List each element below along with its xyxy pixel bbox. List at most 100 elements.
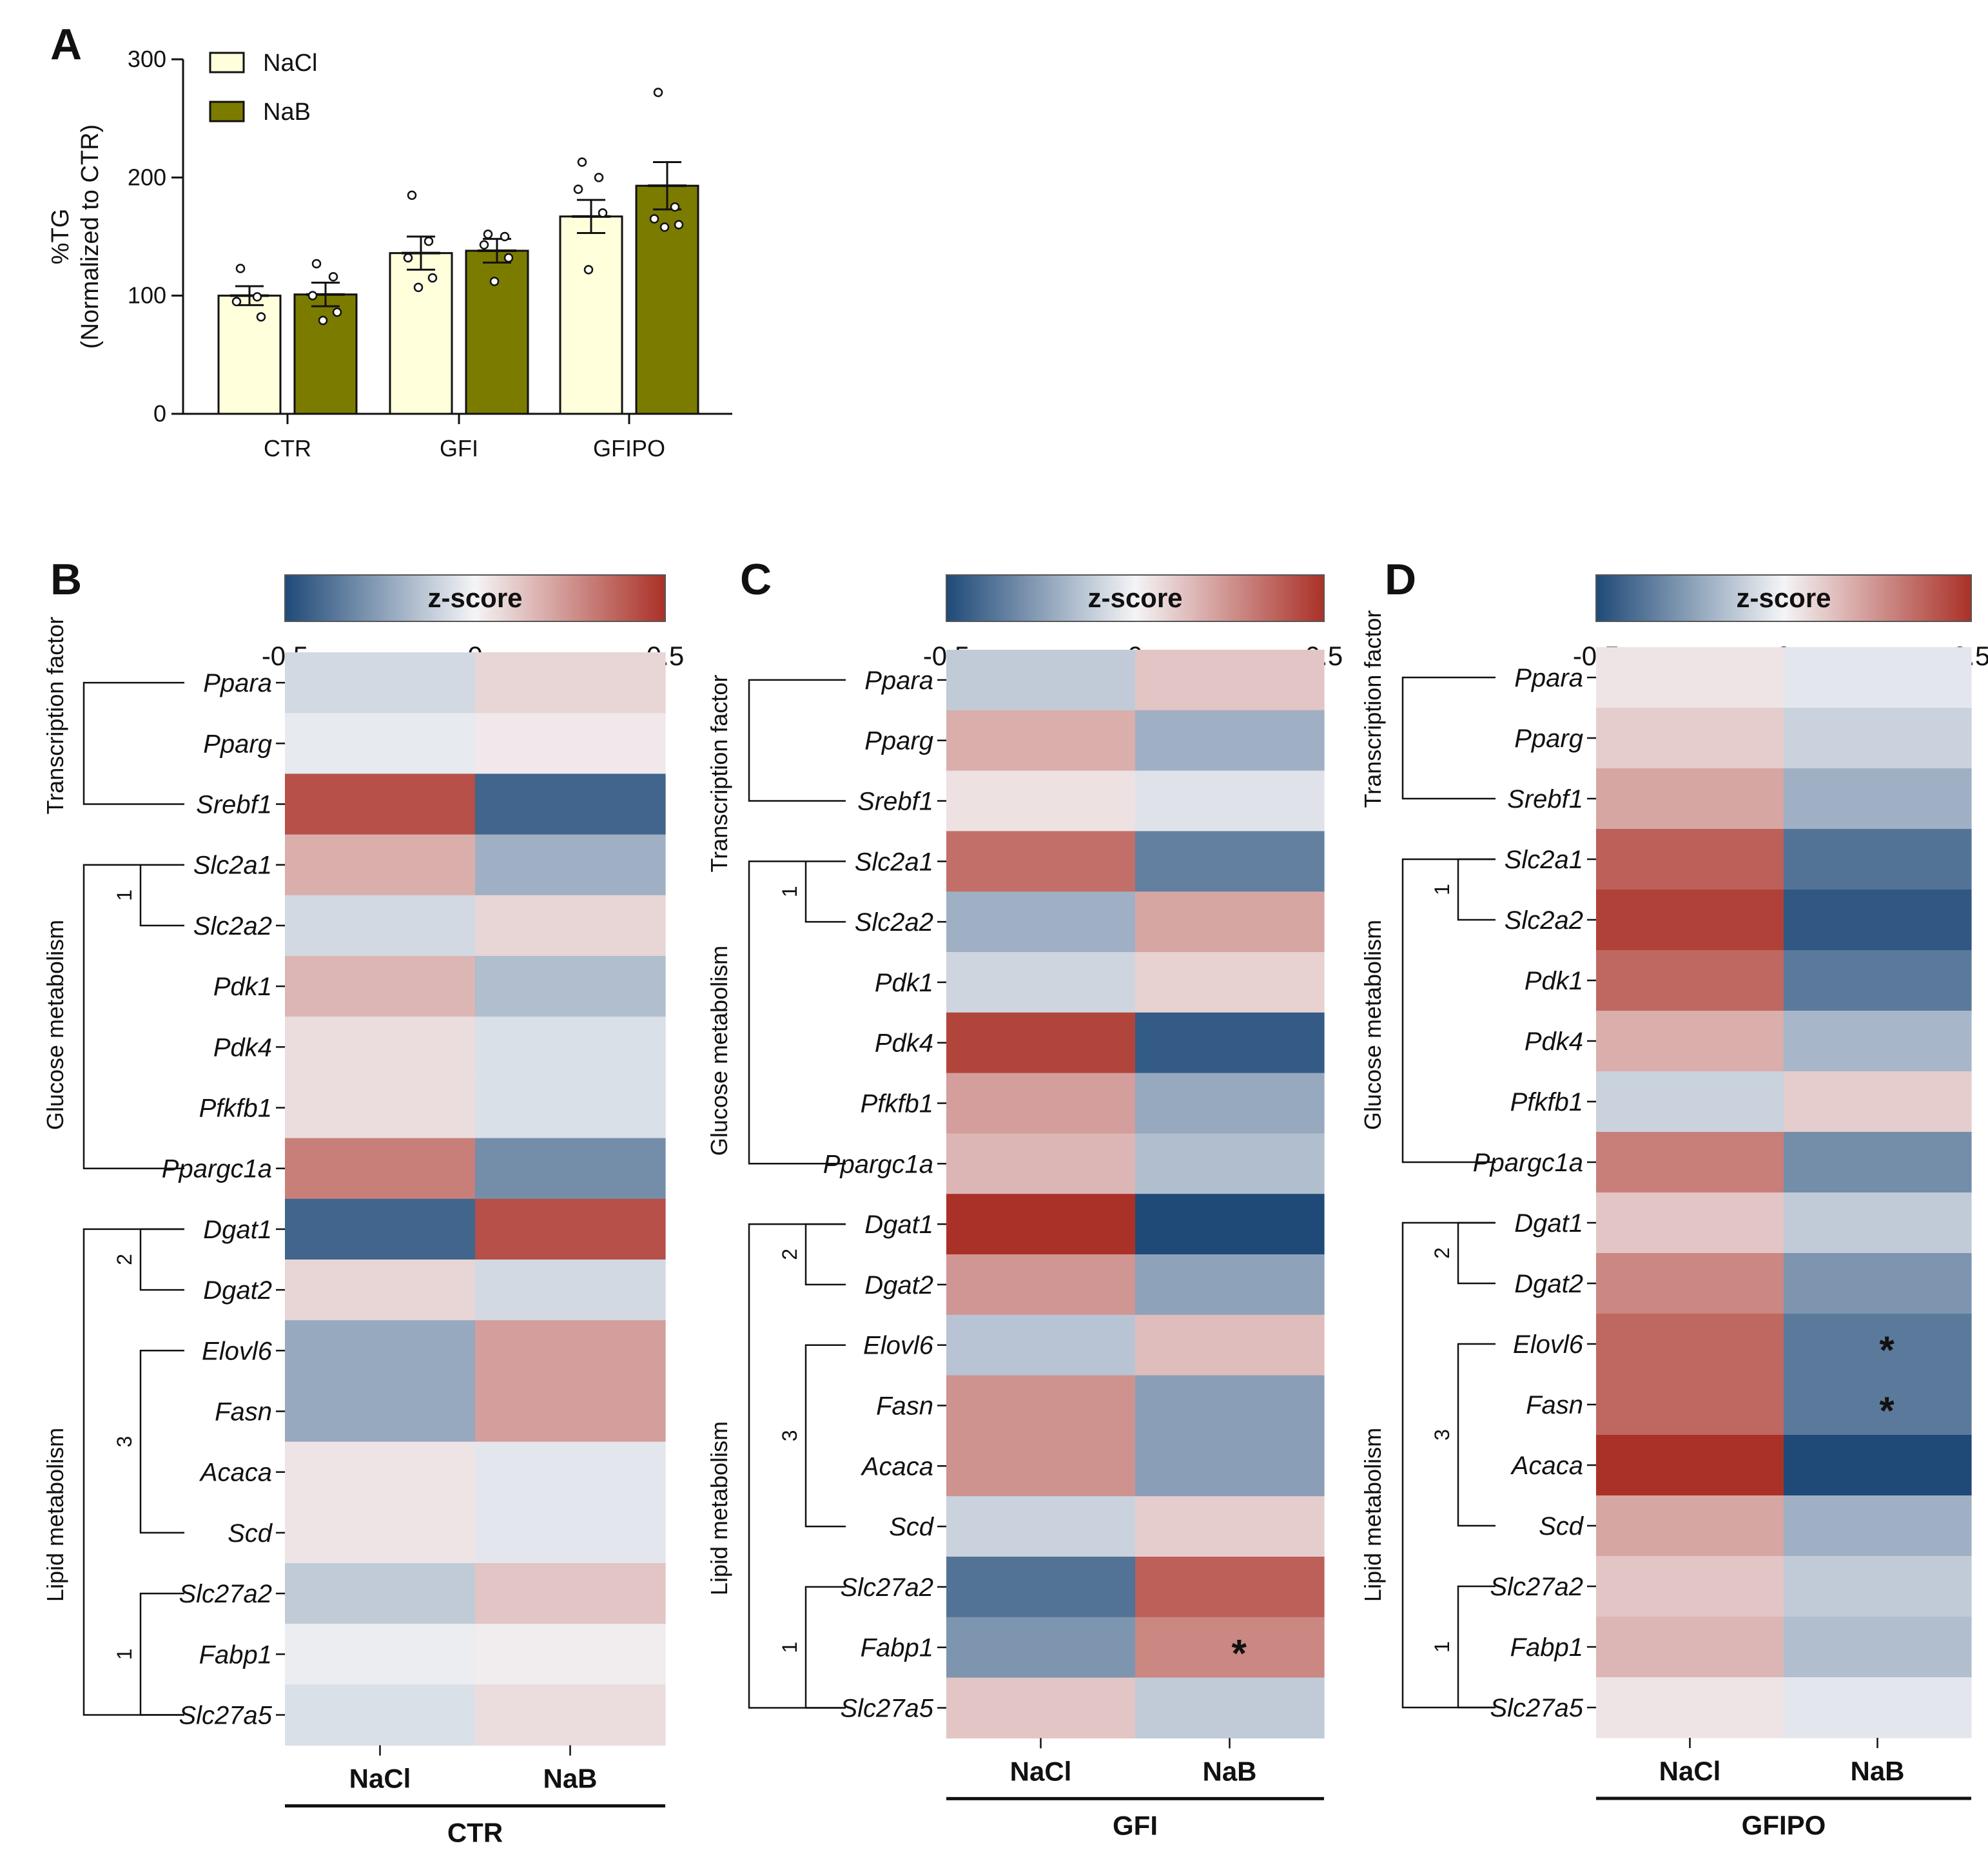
- cluster-label-c-1: 1: [778, 886, 801, 897]
- data-point-nacl-gfipo-4: [598, 208, 608, 218]
- category-label-c-transcription-factor: Transcription factor: [706, 675, 732, 873]
- row-label-b-pparg: Pparg: [203, 730, 272, 758]
- data-point-nab-gfipo-2: [670, 202, 680, 212]
- bar-nacl-gfipo: [559, 215, 623, 415]
- heatmap-cell-d-slc2a1-nacl: [1596, 829, 1784, 890]
- row-label-c-pfkfb1: Pfkfb1: [861, 1090, 933, 1118]
- column-label-b-nab: NaB: [543, 1764, 597, 1794]
- heatmap-cell-c-scd-nacl: [946, 1496, 1136, 1557]
- row-label-d-elovl6: Elovl6: [1513, 1330, 1584, 1359]
- heatmap-cell-b-slc2a2-nacl: [285, 895, 476, 957]
- cluster-label-c-4: 1: [778, 1642, 801, 1653]
- data-point-nacl-gfi-2: [424, 237, 434, 246]
- heatmap-cell-d-slc2a1-nab: [1784, 829, 1972, 890]
- heatmap-cell-c-pdk4-nacl: [946, 1012, 1136, 1074]
- heatmap-cell-d-pdk1-nacl: [1596, 950, 1784, 1011]
- row-label-b-pdk1: Pdk1: [213, 973, 272, 1001]
- heatmap-cell-d-slc27a2-nacl: [1596, 1556, 1784, 1617]
- data-point-nab-ctr-1: [311, 258, 322, 269]
- legend-label-nab: NaB: [263, 99, 311, 126]
- heatmap-cell-c-slc2a2-nab: [1135, 891, 1325, 953]
- category-label-d-lipid-metabolism: Lipid metabolism: [1359, 1428, 1386, 1602]
- row-label-d-dgat2: Dgat2: [1514, 1270, 1583, 1298]
- heatmap-cell-c-fasn-nab: [1135, 1375, 1325, 1436]
- heatmap-cell-b-srebf1-nacl: [285, 773, 476, 835]
- heatmap-cell-b-pdk1-nacl: [285, 956, 476, 1017]
- heatmap-cell-d-elovl6-nab: [1784, 1314, 1972, 1375]
- data-point-nab-gfipo-1: [653, 88, 663, 97]
- data-point-nacl-gfipo-5: [583, 265, 594, 275]
- heatmap-cell-d-srebf1-nacl: [1596, 768, 1784, 830]
- heatmap-cell-b-acaca-nacl: [285, 1441, 476, 1503]
- dendrogram-transcription-c: [748, 679, 846, 802]
- row-label-c-ppara: Ppara: [864, 666, 933, 695]
- heatmap-cell-b-ppara-nab: [475, 652, 666, 714]
- heatmap-cell-b-slc27a2-nacl: [285, 1563, 476, 1624]
- heatmap-cell-c-elovl6-nacl: [946, 1314, 1136, 1376]
- heatmap-cell-c-ppargc1a-nacl: [946, 1133, 1136, 1194]
- data-point-nacl-gfi-1: [407, 190, 417, 200]
- panel-a-bar-chart: A 0 100 200 300 %TG (Normalized to CTR) CTR GFI G…: [47, 20, 732, 462]
- bar-nacl-gfi: [389, 252, 453, 415]
- category-label-c-lipid-metabolism: Lipid metabolism: [706, 1421, 732, 1595]
- heatmap-cell-d-elovl6-nacl: [1596, 1314, 1784, 1375]
- data-point-nab-gfipo-4: [674, 220, 684, 229]
- dendrogram-lipid-sub2-b: [139, 1228, 184, 1291]
- y-tick-label-300: 300: [128, 46, 166, 72]
- heatmap-cell-b-fasn-nacl: [285, 1381, 476, 1443]
- significance-marker-d-elovl6: *: [1879, 1328, 1895, 1372]
- row-label-d-pfkfb1: Pfkfb1: [1510, 1088, 1583, 1116]
- dendrogram-transcription-d: [1401, 676, 1496, 800]
- category-label-b-glucose-metabolism: Glucose metabolism: [42, 920, 68, 1130]
- row-label-d-pdk1: Pdk1: [1525, 967, 1583, 995]
- dendrogram-lipid-sub2-c: [804, 1223, 846, 1286]
- column-label-c-nab: NaB: [1202, 1756, 1256, 1786]
- heatmap-cell-d-slc27a5-nacl: [1596, 1677, 1784, 1738]
- heatmap-cell-c-dgat2-nab: [1135, 1254, 1325, 1316]
- heatmap-cell-d-dgat1-nacl: [1596, 1192, 1784, 1254]
- heatmap-cell-d-pparg-nab: [1784, 708, 1972, 769]
- heatmap-cell-c-pdk4-nab: [1135, 1012, 1325, 1074]
- y-tick-label-100: 100: [128, 282, 166, 309]
- heatmap-cell-d-slc27a5-nab: [1784, 1677, 1972, 1738]
- heatmap-cell-b-elovl6-nacl: [285, 1320, 476, 1381]
- colorbar-c: [946, 574, 1325, 622]
- row-label-c-slc2a2: Slc2a2: [855, 908, 933, 937]
- heatmap-cell-c-acaca-nacl: [946, 1435, 1136, 1497]
- x-tick-label-gfipo: GFIPO: [593, 435, 665, 462]
- dendrogram-glucose-sub-c: [804, 861, 846, 923]
- heatmap-cell-d-pfkfb1-nacl: [1596, 1071, 1784, 1133]
- heatmap-cell-b-pdk1-nab: [475, 956, 666, 1017]
- data-point-nab-gfipo-5: [659, 222, 670, 232]
- heatmap-cell-b-slc27a5-nab: [475, 1684, 666, 1746]
- row-label-c-acaca: Acaca: [861, 1452, 933, 1481]
- group-label-d: GFIPO: [1742, 1810, 1826, 1840]
- data-point-nacl-ctr-3: [231, 297, 242, 307]
- heatmap-cell-d-srebf1-nab: [1784, 768, 1972, 830]
- bar-nacl-ctr: [217, 295, 282, 415]
- heatmap-cell-d-scd-nacl: [1596, 1495, 1784, 1557]
- row-label-b-dgat2: Dgat2: [203, 1276, 272, 1305]
- row-label-d-slc2a2: Slc2a2: [1505, 906, 1583, 935]
- heatmap-cell-b-pfkfb1-nacl: [285, 1077, 476, 1139]
- heatmap-cell-b-dgat2-nacl: [285, 1260, 476, 1321]
- row-label-b-slc2a2: Slc2a2: [193, 912, 272, 940]
- row-label-b-pdk4: Pdk4: [213, 1033, 272, 1062]
- row-label-b-pfkfb1: Pfkfb1: [199, 1095, 272, 1123]
- heatmap-cell-c-pdk1-nacl: [946, 952, 1136, 1013]
- heatmap-cell-c-pparg-nacl: [946, 710, 1136, 772]
- cluster-label-b-3: 3: [113, 1436, 136, 1448]
- dendrogram-transcription-b: [83, 681, 184, 805]
- heatmap-cell-b-pfkfb1-nab: [475, 1077, 666, 1139]
- heatmap-cell-b-dgat2-nab: [475, 1260, 666, 1321]
- y-tick-label-200: 200: [128, 164, 166, 190]
- row-label-c-fasn: Fasn: [876, 1392, 933, 1421]
- row-label-d-fabp1: Fabp1: [1510, 1633, 1583, 1662]
- data-point-nab-gfi-1: [483, 229, 493, 239]
- cluster-label-c-2: 2: [778, 1249, 801, 1260]
- row-label-b-ppara: Ppara: [203, 669, 272, 697]
- heatmap-cell-c-slc27a2-nacl: [946, 1557, 1136, 1618]
- heatmap-cell-d-dgat1-nab: [1784, 1192, 1972, 1254]
- data-point-nacl-gfi-4: [427, 273, 438, 283]
